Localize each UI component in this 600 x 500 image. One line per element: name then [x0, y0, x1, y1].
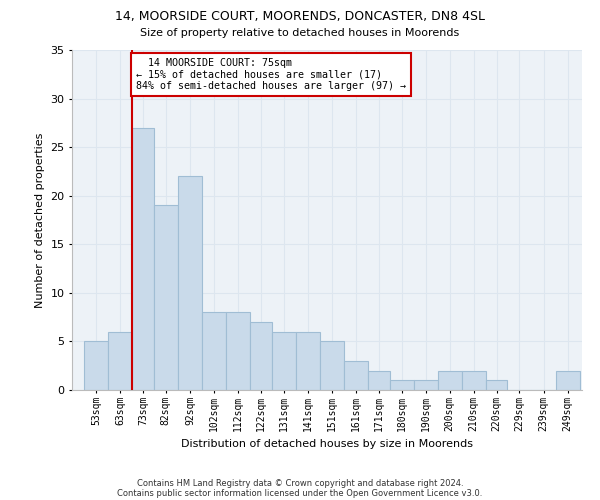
Bar: [437, 370, 462, 390]
Bar: [462, 370, 486, 390]
Bar: [344, 361, 368, 390]
Text: 14, MOORSIDE COURT, MOORENDS, DONCASTER, DN8 4SL: 14, MOORSIDE COURT, MOORENDS, DONCASTER,…: [115, 10, 485, 23]
Bar: [556, 370, 580, 390]
Bar: [202, 312, 226, 390]
Bar: [108, 332, 132, 390]
Bar: [154, 206, 178, 390]
Bar: [178, 176, 202, 390]
Bar: [486, 380, 508, 390]
Bar: [389, 380, 413, 390]
Text: Size of property relative to detached houses in Moorends: Size of property relative to detached ho…: [140, 28, 460, 38]
Text: 14 MOORSIDE COURT: 75sqm
← 15% of detached houses are smaller (17)
84% of semi-d: 14 MOORSIDE COURT: 75sqm ← 15% of detach…: [136, 58, 406, 91]
Bar: [296, 332, 320, 390]
Bar: [132, 128, 154, 390]
Bar: [226, 312, 250, 390]
Y-axis label: Number of detached properties: Number of detached properties: [35, 132, 44, 308]
Text: Contains HM Land Registry data © Crown copyright and database right 2024.: Contains HM Land Registry data © Crown c…: [137, 478, 463, 488]
Bar: [250, 322, 272, 390]
Bar: [272, 332, 296, 390]
X-axis label: Distribution of detached houses by size in Moorends: Distribution of detached houses by size …: [181, 439, 473, 449]
Bar: [368, 370, 389, 390]
Bar: [413, 380, 437, 390]
Text: Contains public sector information licensed under the Open Government Licence v3: Contains public sector information licen…: [118, 490, 482, 498]
Bar: [84, 342, 108, 390]
Bar: [320, 342, 344, 390]
